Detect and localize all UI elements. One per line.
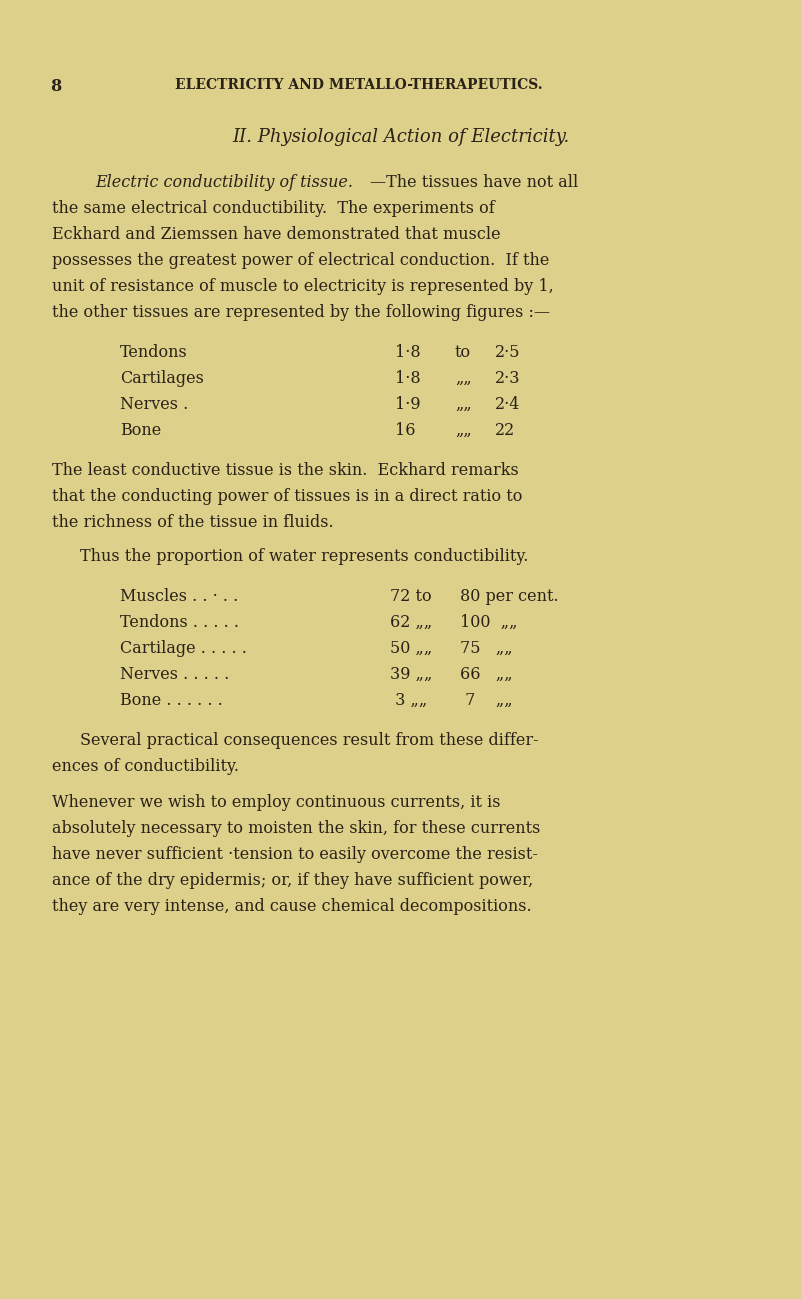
Text: „„: „„ — [455, 370, 472, 387]
Text: 62 „„: 62 „„ — [390, 614, 433, 631]
Text: Several practical consequences result from these differ-: Several practical consequences result fr… — [80, 733, 538, 750]
Text: 7    „„: 7 „„ — [460, 692, 513, 709]
Text: Nerves .: Nerves . — [120, 396, 188, 413]
Text: unit of resistance of muscle to electricity is represented by 1,: unit of resistance of muscle to electric… — [52, 278, 553, 295]
Text: 72 to: 72 to — [390, 588, 432, 605]
Text: Bone: Bone — [120, 422, 161, 439]
Text: Bone . . . . . .: Bone . . . . . . — [120, 692, 223, 709]
Text: 80 per cent.: 80 per cent. — [460, 588, 558, 605]
Text: Cartilages: Cartilages — [120, 370, 204, 387]
Text: they are very intense, and cause chemical decompositions.: they are very intense, and cause chemica… — [52, 898, 532, 914]
Text: Tendons: Tendons — [120, 344, 187, 361]
Text: Cartilage . . . . .: Cartilage . . . . . — [120, 640, 247, 657]
Text: the other tissues are represented by the following figures :—: the other tissues are represented by the… — [52, 304, 550, 321]
Text: 16: 16 — [395, 422, 416, 439]
Text: ELECTRICITY AND METALLO-THERAPEUTICS.: ELECTRICITY AND METALLO-THERAPEUTICS. — [175, 78, 542, 92]
Text: the richness of the tissue in fluids.: the richness of the tissue in fluids. — [52, 514, 334, 531]
Text: 1·8: 1·8 — [395, 344, 421, 361]
Text: 1·9: 1·9 — [395, 396, 421, 413]
Text: II. Physiological Action of Electricity.: II. Physiological Action of Electricity. — [232, 129, 570, 145]
Text: the same electrical conductibility.  The experiments of: the same electrical conductibility. The … — [52, 200, 495, 217]
Text: 50 „„: 50 „„ — [390, 640, 433, 657]
Text: Electric conductibility of tissue.: Electric conductibility of tissue. — [95, 174, 353, 191]
Text: that the conducting power of tissues is in a direct ratio to: that the conducting power of tissues is … — [52, 488, 522, 505]
Text: 39 „„: 39 „„ — [390, 666, 433, 683]
Text: possesses the greatest power of electrical conduction.  If the: possesses the greatest power of electric… — [52, 252, 549, 269]
Text: Whenever we wish to employ continuous currents, it is: Whenever we wish to employ continuous cu… — [52, 794, 501, 811]
Text: Eckhard and Ziemssen have demonstrated that muscle: Eckhard and Ziemssen have demonstrated t… — [52, 226, 501, 243]
Text: Nerves . . . . .: Nerves . . . . . — [120, 666, 229, 683]
Text: 2·4: 2·4 — [495, 396, 521, 413]
Text: 100  „„: 100 „„ — [460, 614, 517, 631]
Text: The least conductive tissue is the skin.  Eckhard remarks: The least conductive tissue is the skin.… — [52, 462, 519, 479]
Text: 22: 22 — [495, 422, 515, 439]
Text: Tendons . . . . .: Tendons . . . . . — [120, 614, 239, 631]
Text: Thus the proportion of water represents conductibility.: Thus the proportion of water represents … — [80, 548, 529, 565]
Text: 66   „„: 66 „„ — [460, 666, 513, 683]
Text: 2·3: 2·3 — [495, 370, 521, 387]
Text: „„: „„ — [455, 396, 472, 413]
Text: 75   „„: 75 „„ — [460, 640, 513, 657]
Text: ance of the dry epidermis; or, if they have sufficient power,: ance of the dry epidermis; or, if they h… — [52, 872, 533, 889]
Text: 8: 8 — [50, 78, 61, 95]
Text: 1·8: 1·8 — [395, 370, 421, 387]
Text: —The tissues have not all: —The tissues have not all — [370, 174, 578, 191]
Text: Muscles . . · . .: Muscles . . · . . — [120, 588, 238, 605]
Text: „„: „„ — [455, 422, 472, 439]
Text: 3 „„: 3 „„ — [390, 692, 427, 709]
Text: ences of conductibility.: ences of conductibility. — [52, 759, 239, 776]
Text: have never sufficient ·tension to easily overcome the resist-: have never sufficient ·tension to easily… — [52, 846, 538, 863]
Text: to: to — [455, 344, 471, 361]
Text: absolutely necessary to moisten the skin, for these currents: absolutely necessary to moisten the skin… — [52, 820, 541, 837]
Text: 2·5: 2·5 — [495, 344, 521, 361]
